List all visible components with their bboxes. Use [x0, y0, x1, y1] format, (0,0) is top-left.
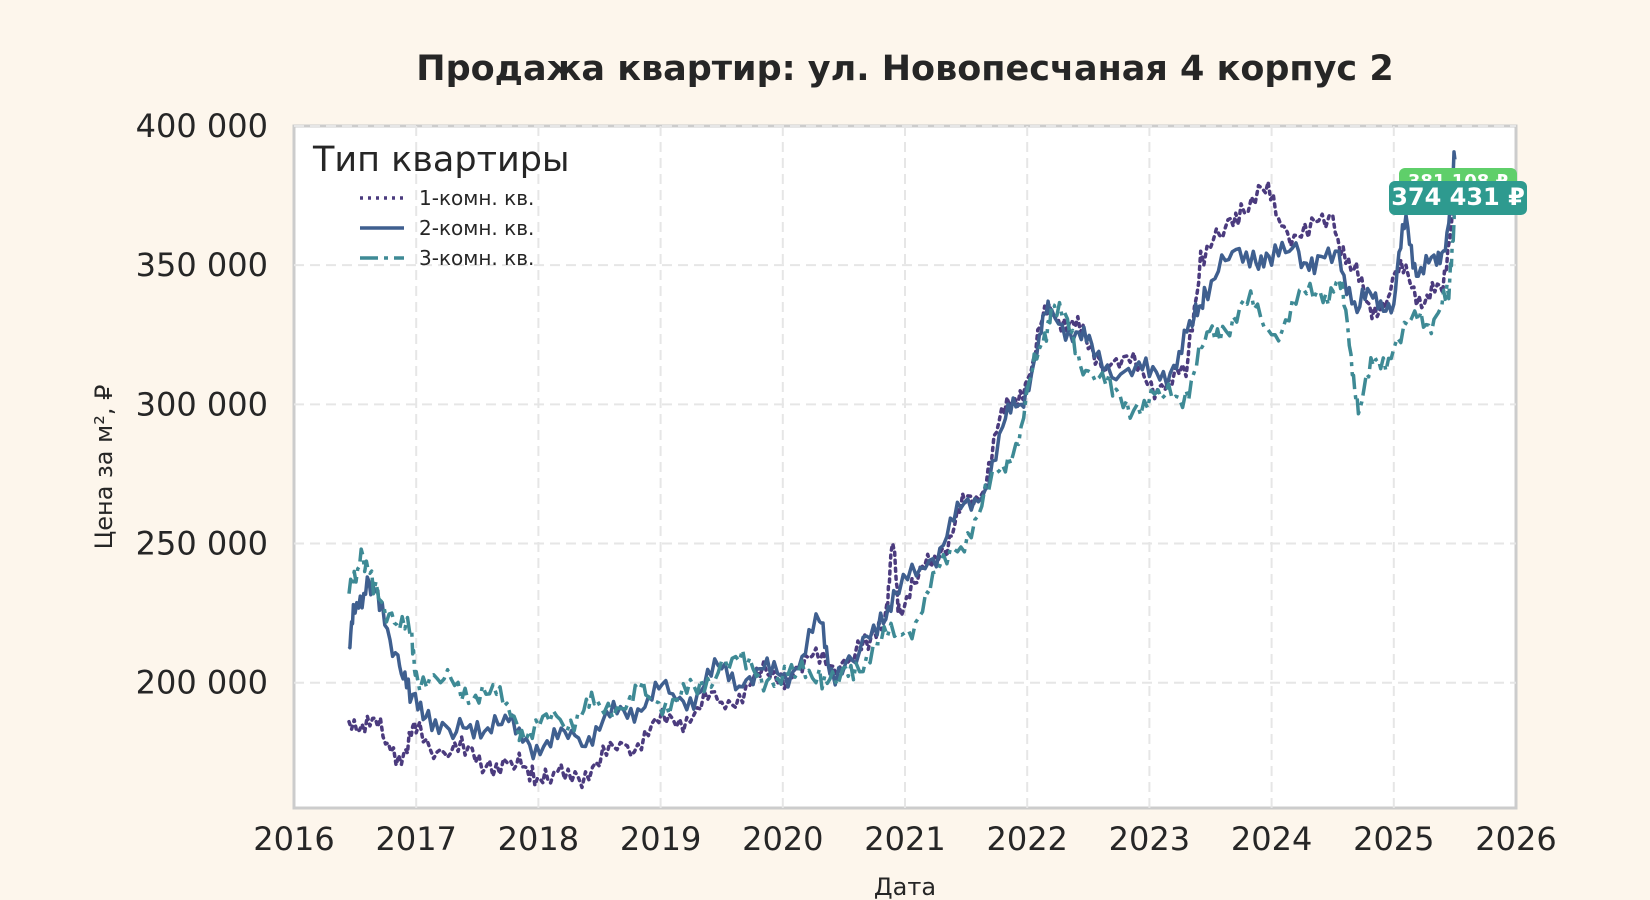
- x-tick-label: 2025: [1353, 820, 1434, 858]
- annotations: 381 108 ₽374 431 ₽: [1389, 168, 1527, 215]
- x-axis-ticks: 2016 2017 2018 2019 2020 2021 2022 2023 2024 2025…: [253, 820, 1556, 858]
- x-tick-label: 2016: [253, 820, 334, 858]
- series-line-1: [347, 176, 1457, 790]
- y-axis-label: Цена за м², ₽: [90, 385, 118, 550]
- legend-label-1: 1-комн. кв.: [419, 186, 534, 210]
- x-tick-label: 2024: [1231, 820, 1312, 858]
- x-tick-label: 2021: [864, 820, 945, 858]
- value-badge-label-2: 374 431 ₽: [1391, 183, 1525, 211]
- y-tick-label: 350 000: [136, 246, 268, 284]
- value-badge-2: [1389, 181, 1527, 215]
- series-layer: [347, 150, 1457, 790]
- x-tick-label: 2023: [1109, 820, 1190, 858]
- y-tick-label: 300 000: [136, 385, 268, 423]
- x-tick-label: 2017: [375, 820, 456, 858]
- x-axis-label: Дата: [874, 873, 936, 900]
- x-tick-label: 2022: [986, 820, 1067, 858]
- chart-title: Продажа квартир: ул. Новопесчаная 4 корп…: [416, 49, 1393, 89]
- series-line-3: [347, 197, 1457, 743]
- legend-label-3: 3-комн. кв.: [419, 246, 534, 270]
- x-tick-label: 2026: [1475, 820, 1556, 858]
- y-axis-ticks: 200 000 250 000 300 000 350 000 400 000: [136, 107, 268, 702]
- y-tick-label: 400 000: [136, 107, 268, 145]
- y-tick-label: 200 000: [136, 664, 268, 702]
- legend-items: 1-комн. кв. 2-комн. кв. 3-комн. кв.: [360, 186, 534, 270]
- x-tick-label: 2020: [742, 820, 823, 858]
- legend-title: Тип квартиры: [312, 140, 570, 180]
- x-tick-label: 2019: [620, 820, 701, 858]
- legend-label-2: 2-комн. кв.: [419, 216, 534, 240]
- series-line-2: [347, 150, 1457, 761]
- legend: Тип квартиры 1-комн. кв. 2-комн. кв. 3-ком…: [312, 140, 570, 270]
- x-tick-label: 2018: [498, 820, 579, 858]
- y-tick-label: 250 000: [136, 525, 268, 563]
